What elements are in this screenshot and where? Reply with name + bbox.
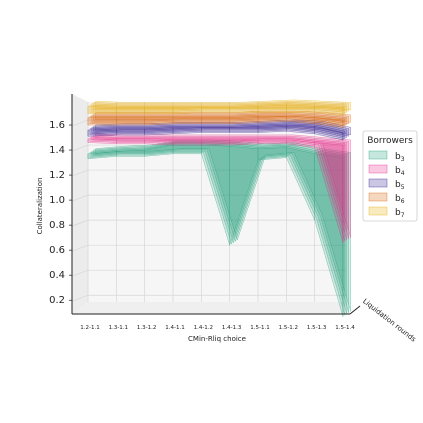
series-surface [87,133,351,243]
surface-layer [91,113,348,126]
z-axis-label: Liquidation rounds [361,297,417,344]
x-tick-label: 1.4-1.2 [194,325,213,331]
x-tick-label: 1.4-1.3 [222,325,242,331]
floor-pane [72,302,350,314]
x-axis-label: CMin-Rliq choice [188,335,246,343]
series-surface [87,139,351,317]
grid-line-y [71,269,89,277]
legend-swatch [368,150,388,160]
legend: Borrowers b3 b4 b5 b6 b7 [362,130,418,222]
grid-line-y [71,144,89,152]
plot-background [72,94,350,314]
x-tick-label: 1.5-1.1 [250,325,269,331]
series-surfaces [87,99,351,317]
legend-entry: b4 [395,166,405,177]
z-axis-line [349,305,361,315]
series-surface [87,99,351,116]
grid-line-y [71,194,89,202]
y-axis-label: Collateralization [36,178,44,235]
surface-layer [89,114,346,127]
surface-layer [89,103,346,115]
grid-line-y [71,169,89,177]
surface-layer [89,123,346,140]
surface-layer [93,134,350,239]
y-tick-label: 1.6 [49,120,65,131]
series-surface [87,110,351,128]
legend-entry: b3 [395,152,405,163]
x-tick-label: 1.3-1.1 [109,325,128,331]
x-tick-label: 1.4-1.1 [165,325,184,331]
y-tick-label: 0.6 [49,245,65,256]
y-tick-label: 1.0 [49,195,65,206]
x-tick-label: 1.3-1.2 [137,325,156,331]
surface-layer [95,133,351,238]
grid-line-y [71,244,89,252]
legend-title: Borrowers [367,136,413,146]
x-tick-label: 1.5-1.2 [279,325,298,331]
x-tick-label: 1.5-1.3 [307,325,327,331]
y-tick-label: 1.4 [49,145,65,156]
series-surface [87,119,351,141]
x-tick-label: 1.2-1.1 [80,325,99,331]
tick-labels: 0.2 0.4 0.6 0.8 1.0 1.2 1.4 1.6 1.2-1.1 1.3-1.1 1.… [49,120,355,331]
legend-entry: b6 [395,194,405,205]
y-tick-label: 0.2 [49,295,65,306]
y-tick-label: 0.8 [49,220,65,231]
surface-layer [91,135,348,241]
legend-entry: b5 [395,180,405,191]
back-pane [88,102,346,302]
legend-box [362,130,418,222]
legend-swatch [368,178,388,188]
surface-layer [93,112,350,124]
axes [71,94,361,315]
grid-line-y [71,294,89,302]
legend-swatch [368,206,388,216]
legend-swatch [368,164,388,174]
surface-layer [91,122,348,138]
grid-line-y [71,219,89,227]
legend-swatch [368,192,388,202]
grid-line-y [71,119,89,127]
y-tick-label: 0.4 [49,270,65,281]
left-pane [72,94,88,314]
surface-layer [89,137,346,242]
y-tick-label: 1.2 [49,170,65,181]
x-tick-label: 1.5-1.4 [335,325,355,331]
legend-entry: b7 [395,208,405,219]
